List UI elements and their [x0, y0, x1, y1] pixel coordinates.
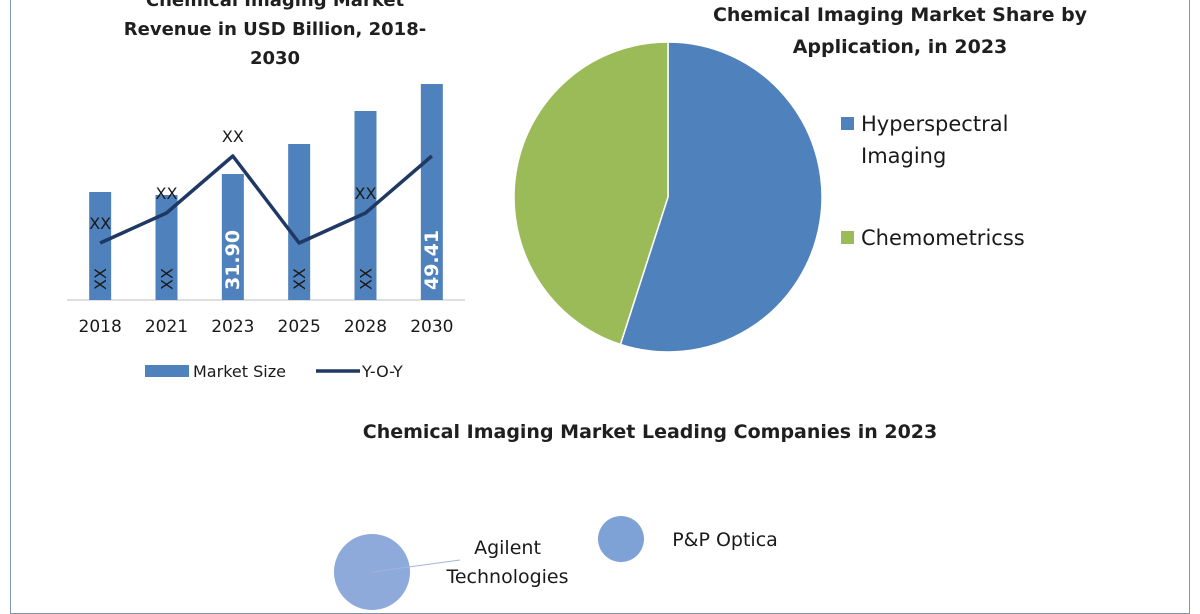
bar-data-label: XX — [357, 268, 376, 290]
bar-data-label: 49.41 — [421, 230, 443, 290]
bar-2021 — [155, 195, 178, 300]
yoy-data-label: XX — [355, 184, 377, 203]
x-tick-label: 2021 — [145, 317, 188, 337]
company-bubble-pp-optica — [598, 516, 644, 562]
bar-2023 — [221, 174, 244, 300]
x-tick-label: 2023 — [211, 317, 254, 337]
bar-data-label: 31.90 — [222, 230, 244, 290]
pie-chart-title: Chemical Imaging Market Share by Applica… — [712, 4, 1088, 58]
companies-bubble-chart — [334, 516, 644, 610]
x-tick-label: 2018 — [79, 317, 122, 337]
bar-2025 — [288, 144, 311, 300]
bar-chart: 2018 XX 2021 XX 2023 31.90 2025 XX 2028 XX 2030 49.… — [67, 84, 465, 381]
legend-label-hyperspectral: Hyperspectral Imaging — [861, 112, 1009, 168]
companies-chart-title: Chemical Imaging Market Leading Companie… — [362, 421, 938, 443]
bar-data-label: XX — [91, 268, 110, 290]
yoy-line — [99, 154, 433, 245]
legend-label-chemometricss: Chemometricss — [861, 226, 1025, 250]
pie-chart — [513, 41, 823, 353]
yoy-data-label: XX — [89, 214, 111, 233]
legend-swatch-chemometricss — [841, 231, 854, 244]
pie-slice-hyperspectral-imaging — [619, 41, 823, 353]
x-tick-label: 2025 — [278, 317, 321, 337]
company-label-agilent: Agilent Technologies — [446, 537, 569, 588]
bar-2018 — [89, 192, 112, 300]
yoy-data-label: XX — [156, 184, 178, 203]
bar-data-label: XX — [158, 268, 177, 290]
pie-slice-chemometricss — [513, 41, 669, 346]
bar-2030 — [420, 84, 443, 300]
company-leader-line — [371, 559, 461, 573]
bar-chart-title: Chemical Imaging Market Revenue in USD B… — [123, 0, 427, 69]
company-label-pp-optica: P&P Optica — [672, 529, 778, 551]
legend-swatch-market-size — [145, 365, 189, 377]
bar-data-label: XX — [290, 268, 309, 290]
x-tick-label: 2028 — [344, 317, 387, 337]
yoy-data-label: XX — [222, 127, 244, 146]
legend-label-market-size: Market Size — [193, 362, 286, 381]
x-tick-label: 2030 — [410, 317, 453, 337]
legend-label-yoy: Y-O-Y — [361, 362, 403, 381]
legend-swatch-hyperspectral — [841, 117, 854, 130]
bar-2028 — [354, 111, 377, 300]
